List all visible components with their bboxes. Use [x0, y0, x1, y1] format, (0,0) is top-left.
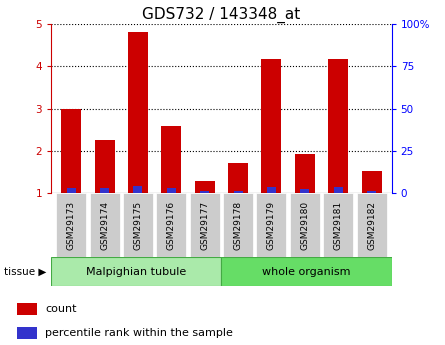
- Text: GSM29173: GSM29173: [67, 200, 76, 250]
- Bar: [128, 32, 148, 193]
- Text: GSM29177: GSM29177: [200, 200, 209, 250]
- Bar: [334, 187, 343, 193]
- Bar: [61, 109, 81, 193]
- Text: GSM29182: GSM29182: [367, 200, 376, 250]
- Bar: [367, 191, 376, 193]
- Bar: [234, 191, 243, 193]
- Text: GSM29175: GSM29175: [134, 200, 142, 250]
- FancyBboxPatch shape: [222, 257, 392, 286]
- Text: GSM29180: GSM29180: [300, 200, 309, 250]
- Bar: [328, 59, 348, 193]
- Text: GSM29179: GSM29179: [267, 200, 276, 250]
- Bar: [134, 186, 142, 193]
- FancyBboxPatch shape: [89, 193, 120, 257]
- FancyBboxPatch shape: [156, 193, 186, 257]
- Bar: [295, 154, 315, 193]
- Text: GSM29174: GSM29174: [100, 200, 109, 250]
- Bar: [300, 189, 309, 193]
- FancyBboxPatch shape: [290, 193, 320, 257]
- Bar: [67, 188, 76, 193]
- FancyBboxPatch shape: [123, 193, 153, 257]
- Text: Malpighian tubule: Malpighian tubule: [86, 267, 186, 277]
- Text: whole organism: whole organism: [262, 267, 351, 277]
- Text: GSM29178: GSM29178: [234, 200, 243, 250]
- Text: percentile rank within the sample: percentile rank within the sample: [45, 328, 233, 338]
- Bar: [362, 171, 382, 193]
- Text: tissue ▶: tissue ▶: [4, 267, 46, 277]
- Title: GDS732 / 143348_at: GDS732 / 143348_at: [142, 7, 300, 23]
- Bar: [267, 187, 276, 193]
- Bar: [162, 126, 182, 193]
- Bar: [195, 181, 215, 193]
- Bar: [95, 140, 115, 193]
- Bar: [100, 188, 109, 193]
- FancyBboxPatch shape: [356, 193, 387, 257]
- Text: GSM29176: GSM29176: [167, 200, 176, 250]
- Bar: [262, 59, 282, 193]
- Text: GSM29181: GSM29181: [334, 200, 343, 250]
- FancyBboxPatch shape: [51, 257, 222, 286]
- FancyBboxPatch shape: [223, 193, 253, 257]
- FancyBboxPatch shape: [323, 193, 353, 257]
- Bar: [228, 163, 248, 193]
- FancyBboxPatch shape: [190, 193, 220, 257]
- FancyBboxPatch shape: [56, 193, 86, 257]
- Bar: [17, 303, 36, 315]
- Bar: [17, 327, 36, 339]
- Bar: [200, 191, 209, 193]
- FancyBboxPatch shape: [256, 193, 287, 257]
- Bar: [167, 188, 176, 193]
- Text: count: count: [45, 304, 77, 314]
